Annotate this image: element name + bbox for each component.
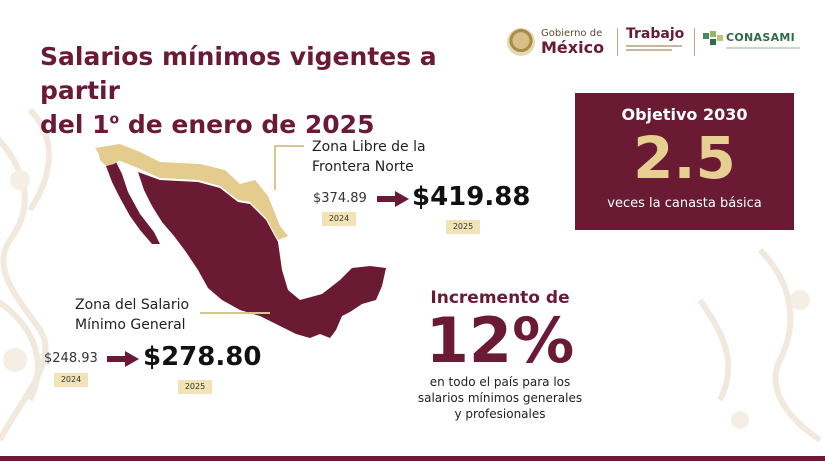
- title-line-2b: de enero de 2025: [119, 110, 375, 139]
- national-seal-icon: [507, 28, 535, 56]
- logo-separator: [617, 28, 618, 56]
- trabajo-subtitle-line: [626, 45, 682, 47]
- map-general-zone: [138, 172, 386, 338]
- general-connector: [200, 312, 270, 314]
- frontera-new-year: 2025: [446, 220, 480, 234]
- map-baja-california: [106, 162, 160, 244]
- arrow-right-icon: [107, 351, 139, 367]
- gobierno-big-text: México: [541, 38, 605, 57]
- frontera-old-value: $374.89: [313, 191, 367, 206]
- general-label-line-1: Zona del Salario: [75, 297, 190, 313]
- frontera-connector-vertical: [274, 145, 276, 190]
- bottom-bar: [0, 456, 825, 461]
- title-line-1: Salarios mínimos vigentes a partir: [40, 42, 437, 105]
- objetivo-value: 2.5: [633, 124, 736, 192]
- frontera-label: Zona Libre de la Frontera Norte: [312, 137, 512, 177]
- frontera-label-line-1: Zona Libre de la: [312, 139, 426, 155]
- logos-bar: Gobierno de México Trabajo CONASAMI: [505, 22, 805, 62]
- mexico-map: [95, 144, 386, 338]
- conasami-logo: CONASAMI: [702, 28, 805, 58]
- objetivo-caption: veces la canasta básica: [607, 196, 762, 211]
- map-baja-border: [98, 148, 120, 166]
- frontera-old-year: 2024: [322, 212, 356, 226]
- objetivo-title: Objetivo 2030: [621, 105, 748, 124]
- logo-separator: [694, 28, 695, 56]
- gobierno-de-mexico-logo: Gobierno de México: [505, 24, 615, 60]
- incremento-desc-line-3: y profesionales: [454, 407, 546, 421]
- trabajo-logo: Trabajo: [626, 26, 696, 60]
- incremento-title: Incremento de: [430, 288, 570, 308]
- conasami-subtitle-line: [726, 47, 800, 49]
- frontera-new-value: $419.88: [412, 182, 531, 212]
- incremento-desc-line-2: salarios mínimos generales: [417, 391, 583, 405]
- general-new-year: 2025: [178, 380, 212, 394]
- general-label: Zona del Salario Mínimo General: [75, 295, 275, 335]
- general-label-line-2: Mínimo General: [75, 317, 186, 333]
- trabajo-subtitle-line: [626, 49, 672, 51]
- page-title: Salarios mínimos vigentes a partir del 1…: [40, 40, 520, 142]
- frontera-connector-horizontal: [274, 145, 304, 147]
- incremento-description: en todo el país para los salarios mínimo…: [395, 374, 605, 422]
- gobierno-small-text: Gobierno de: [541, 28, 603, 39]
- general-old-value: $248.93: [44, 351, 98, 366]
- frontera-label-line-2: Frontera Norte: [312, 159, 414, 175]
- arrow-right-icon: [377, 191, 409, 207]
- title-line-2a: del 1: [40, 110, 110, 139]
- general-old-year: 2024: [54, 373, 88, 387]
- map-frontera-zone: [95, 144, 288, 240]
- incremento-value: 12%: [425, 304, 575, 377]
- incremento-desc-line-1: en todo el país para los: [429, 375, 571, 389]
- conasami-text: CONASAMI: [726, 31, 796, 44]
- general-new-value: $278.80: [143, 342, 262, 372]
- title-ordinal: o: [109, 111, 120, 128]
- conasami-mark-icon: [703, 31, 723, 45]
- objetivo-2030-card: Objetivo 2030 2.5 veces la canasta básic…: [575, 93, 794, 230]
- trabajo-text: Trabajo: [626, 26, 685, 42]
